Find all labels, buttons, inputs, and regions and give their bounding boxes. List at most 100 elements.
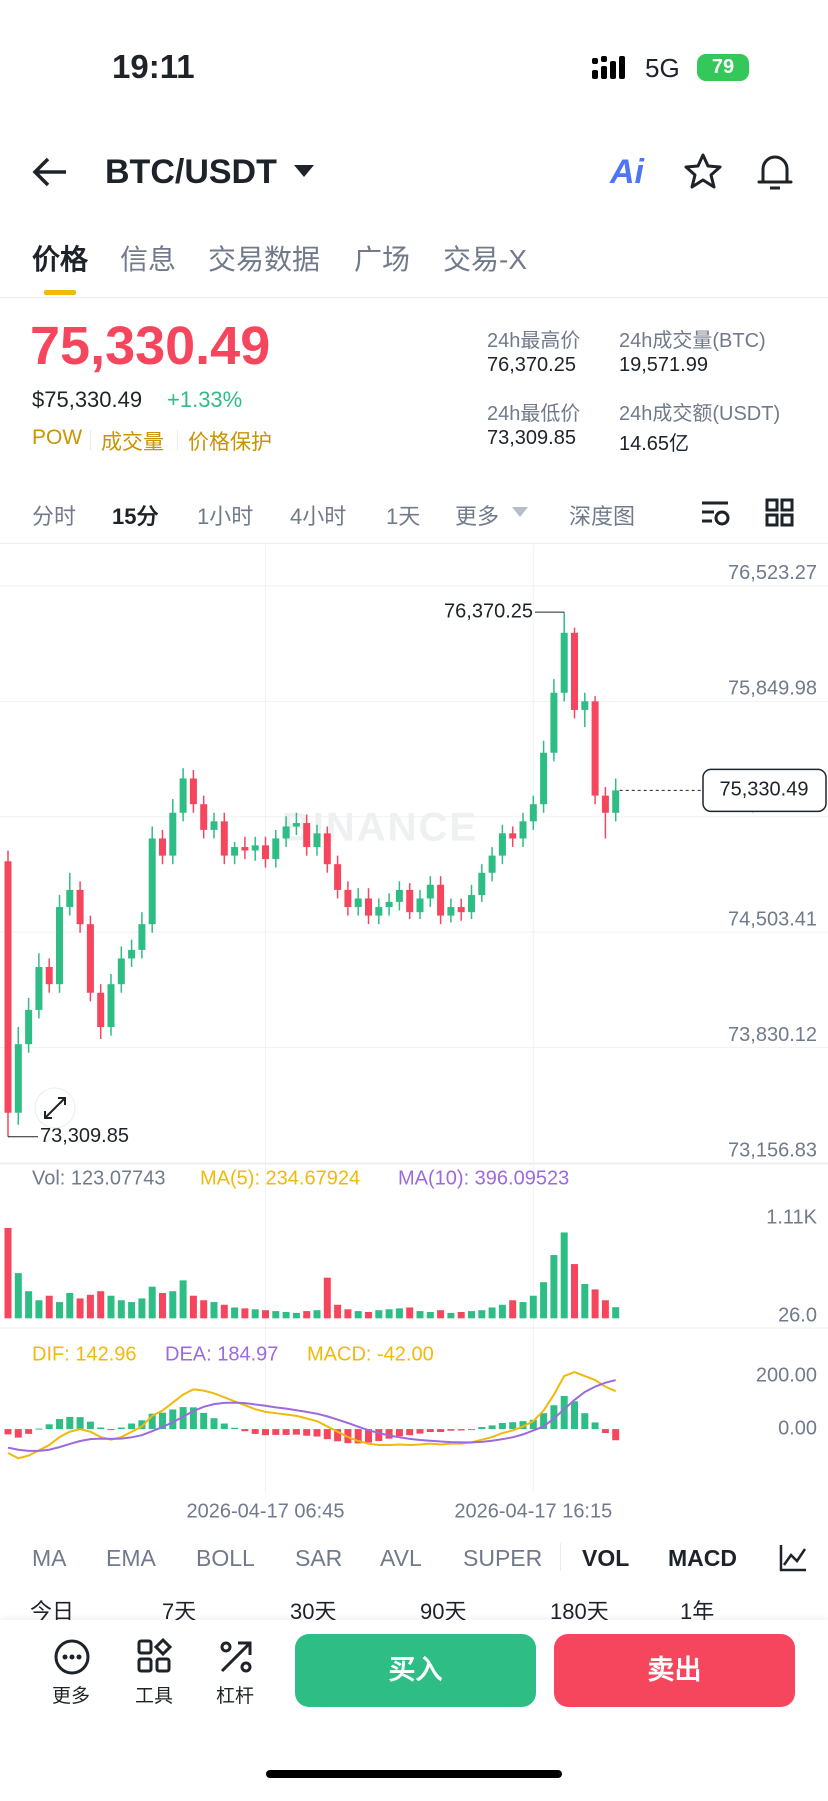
watermark: BINANCE <box>282 806 478 850</box>
macd-tick-label: 0.00 <box>778 1417 817 1439</box>
tab[interactable]: 交易数据 <box>208 244 321 275</box>
sell-button[interactable]: 卖出 <box>554 1634 795 1707</box>
candle-body <box>200 804 208 830</box>
volume-bar <box>282 1311 290 1319</box>
macd-bar <box>231 1427 239 1430</box>
candle-body <box>447 907 455 916</box>
candle-body <box>519 821 527 839</box>
y-tick-label: 73,830.12 <box>728 1024 817 1046</box>
candle-body <box>86 924 94 993</box>
volume-bar <box>601 1300 609 1319</box>
tab[interactable]: 信息 <box>120 244 177 275</box>
candle-body <box>148 838 156 925</box>
interval[interactable]: 深度图 <box>569 504 636 529</box>
macd-bar <box>385 1429 393 1439</box>
indicator[interactable]: BOLL <box>196 1545 255 1571</box>
tab[interactable]: 广场 <box>354 244 411 275</box>
candle-body <box>509 833 517 839</box>
macd-line <box>7 1379 616 1452</box>
macd-bar <box>25 1429 33 1434</box>
ai-button[interactable]: Ai <box>610 153 644 191</box>
volume-bar <box>334 1304 342 1319</box>
interval[interactable]: 1小时 <box>197 504 254 529</box>
buy-button[interactable]: 买入 <box>295 1634 536 1707</box>
volume-bar <box>262 1310 269 1319</box>
leverage-icon[interactable] <box>216 1637 256 1677</box>
layout-icon[interactable] <box>765 498 795 528</box>
range[interactable]: 7天 <box>162 1599 197 1624</box>
tag[interactable]: POW <box>32 426 83 449</box>
indicator[interactable]: AVL <box>380 1545 422 1571</box>
divider <box>0 297 828 298</box>
candle-body <box>169 812 177 856</box>
volume-legend: Vol: 123.07743 <box>32 1167 165 1189</box>
indicator[interactable]: EMA <box>106 1545 156 1571</box>
favorite-button[interactable] <box>683 152 723 192</box>
indicator[interactable]: SUPER <box>463 1545 543 1571</box>
y-tick-label: 75,849.98 <box>728 678 817 700</box>
macd-bar <box>303 1429 311 1436</box>
macd-bar <box>447 1429 455 1431</box>
stat-label: 24h成交额(USDT) <box>619 403 781 425</box>
x-tick-label: 2026-04-17 06:45 <box>187 1500 345 1522</box>
interval[interactable]: 分时 <box>32 504 77 529</box>
candle-body <box>591 701 599 796</box>
candle-body <box>488 855 496 873</box>
candle-body <box>138 924 146 950</box>
last-price: 75,330.49 <box>30 316 271 376</box>
volume-bar <box>210 1302 218 1319</box>
range[interactable]: 30天 <box>290 1599 337 1624</box>
volume-bar <box>66 1293 74 1319</box>
signal-icon <box>592 56 625 79</box>
indicator[interactable]: SAR <box>295 1545 343 1571</box>
tag[interactable]: 成交量 <box>101 431 164 454</box>
candle-body <box>56 907 63 985</box>
indicator-settings[interactable] <box>778 1543 808 1573</box>
macd-bar <box>76 1417 84 1430</box>
macd-bar <box>426 1429 434 1433</box>
more-icon[interactable] <box>52 1637 92 1677</box>
volume-bar <box>231 1307 239 1319</box>
volume-bar <box>56 1302 63 1319</box>
candle-body <box>189 778 197 805</box>
range[interactable]: 180天 <box>550 1599 609 1624</box>
volume-bar <box>468 1311 475 1319</box>
range[interactable]: 90天 <box>420 1599 467 1624</box>
volume-bar <box>571 1264 578 1319</box>
candle-body <box>210 821 218 830</box>
volume-bar <box>303 1311 311 1319</box>
volume-bar <box>323 1277 331 1319</box>
macd-bar <box>189 1407 197 1430</box>
tab[interactable]: 交易-X <box>443 244 528 275</box>
pair-title[interactable]: BTC/USDT <box>105 153 277 191</box>
candle-body <box>128 949 136 959</box>
settings-icon[interactable] <box>700 498 732 528</box>
candle-body <box>323 833 331 865</box>
interval[interactable]: 15分 <box>112 504 159 529</box>
macd-legend: DIF: 142.96 <box>32 1343 137 1365</box>
candle-body <box>292 823 300 827</box>
volume-bar <box>406 1307 414 1319</box>
tag[interactable]: 价格保护 <box>188 431 272 454</box>
macd-bar <box>478 1426 486 1430</box>
back-button[interactable] <box>30 154 70 190</box>
interval[interactable]: 4小时 <box>290 504 347 529</box>
interval[interactable]: 1天 <box>386 504 421 529</box>
indicator[interactable]: MACD <box>668 1545 737 1571</box>
candle-body <box>241 847 249 851</box>
range[interactable]: 今日 <box>30 1599 75 1624</box>
tab[interactable]: 价格 <box>32 244 89 275</box>
y-tick-label: 73,156.83 <box>728 1139 817 1161</box>
candle-body <box>468 895 475 913</box>
volume-bar <box>35 1300 43 1319</box>
macd-bar <box>45 1424 53 1430</box>
tools-icon[interactable] <box>135 1637 175 1677</box>
range[interactable]: 1年 <box>680 1599 715 1624</box>
macd-bar <box>200 1412 208 1430</box>
alert-button[interactable] <box>755 150 795 194</box>
indicator[interactable]: MA <box>32 1545 67 1571</box>
interval[interactable]: 更多 <box>455 504 500 529</box>
volume-bar <box>581 1283 589 1319</box>
indicator[interactable]: VOL <box>582 1545 630 1571</box>
